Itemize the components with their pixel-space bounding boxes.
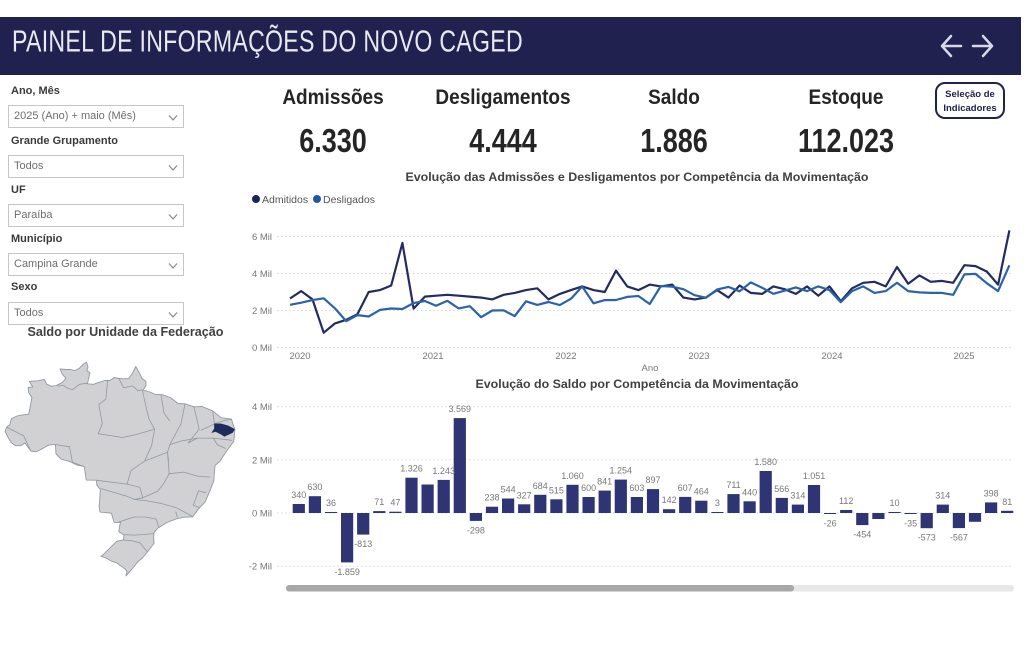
svg-text:71: 71 — [374, 497, 384, 507]
svg-text:Admitidos: Admitidos — [262, 194, 308, 206]
svg-text:10: 10 — [889, 498, 899, 508]
svg-text:Ano: Ano — [642, 363, 659, 374]
svg-text:1.326: 1.326 — [400, 464, 423, 474]
svg-text:314: 314 — [935, 491, 950, 501]
svg-text:2 Mil: 2 Mil — [252, 306, 272, 317]
svg-text:1.060: 1.060 — [561, 471, 584, 481]
svg-text:544: 544 — [501, 485, 516, 495]
svg-text:711: 711 — [726, 480, 740, 490]
svg-text:398: 398 — [984, 488, 999, 498]
svg-text:142: 142 — [662, 495, 677, 505]
svg-text:Desligados: Desligados — [323, 194, 375, 206]
svg-text:2022: 2022 — [555, 351, 576, 362]
svg-text:-573: -573 — [918, 533, 936, 543]
svg-text:-813: -813 — [354, 539, 372, 549]
svg-text:4 Mil: 4 Mil — [252, 402, 272, 413]
svg-text:841: 841 — [597, 477, 612, 487]
svg-text:2020: 2020 — [289, 351, 310, 362]
svg-text:1.243: 1.243 — [432, 466, 455, 476]
svg-text:440: 440 — [742, 487, 757, 497]
svg-text:1.580: 1.580 — [754, 457, 777, 467]
svg-text:327: 327 — [517, 490, 532, 500]
svg-text:600: 600 — [581, 483, 596, 493]
svg-text:6 Mil: 6 Mil — [252, 232, 272, 243]
svg-text:3: 3 — [715, 498, 720, 508]
svg-text:-2 Mil: -2 Mil — [249, 562, 272, 573]
svg-text:2025: 2025 — [953, 351, 974, 362]
svg-text:0 Mil: 0 Mil — [252, 343, 272, 354]
svg-text:603: 603 — [629, 483, 644, 493]
svg-text:-26: -26 — [824, 519, 837, 529]
svg-text:238: 238 — [484, 493, 499, 503]
svg-text:-298: -298 — [467, 525, 485, 535]
svg-text:3.569: 3.569 — [449, 404, 472, 414]
svg-text:47: 47 — [390, 498, 400, 508]
svg-text:0 Mil: 0 Mil — [252, 509, 272, 520]
svg-text:2 Mil: 2 Mil — [252, 455, 272, 466]
svg-text:-1.859: -1.859 — [334, 567, 360, 577]
svg-text:464: 464 — [694, 487, 709, 497]
svg-text:684: 684 — [533, 481, 548, 491]
svg-text:2023: 2023 — [688, 351, 709, 362]
svg-text:630: 630 — [307, 482, 322, 492]
svg-text:515: 515 — [549, 485, 564, 495]
svg-text:2021: 2021 — [422, 351, 443, 362]
svg-text:566: 566 — [774, 484, 789, 494]
svg-text:-567: -567 — [950, 533, 968, 543]
svg-text:314: 314 — [790, 491, 805, 501]
svg-text:1.051: 1.051 — [803, 471, 826, 481]
svg-text:-35: -35 — [904, 519, 917, 529]
svg-text:112: 112 — [839, 496, 853, 506]
svg-text:897: 897 — [645, 475, 660, 485]
svg-text:36: 36 — [326, 498, 336, 508]
svg-text:-454: -454 — [853, 530, 871, 540]
svg-text:607: 607 — [678, 483, 693, 493]
svg-text:1.254: 1.254 — [610, 466, 633, 476]
svg-text:340: 340 — [291, 490, 306, 500]
svg-text:81: 81 — [1002, 497, 1012, 507]
svg-text:4 Mil: 4 Mil — [252, 269, 272, 280]
svg-text:2024: 2024 — [821, 351, 842, 362]
